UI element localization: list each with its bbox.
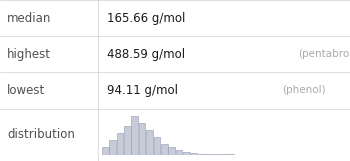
Bar	[146, 130, 153, 155]
Text: distribution: distribution	[7, 128, 75, 141]
Bar	[117, 133, 123, 155]
Bar	[154, 137, 160, 155]
Bar	[139, 123, 146, 155]
Text: 488.59 g/mol: 488.59 g/mol	[107, 48, 185, 61]
Bar	[190, 153, 197, 155]
Bar	[213, 154, 219, 155]
Text: (pentabromophenol): (pentabromophenol)	[298, 49, 350, 59]
Text: 165.66 g/mol: 165.66 g/mol	[107, 12, 185, 25]
Text: highest: highest	[7, 48, 51, 61]
Bar	[168, 147, 175, 155]
Bar	[205, 154, 212, 155]
Bar	[183, 152, 190, 155]
Bar	[198, 154, 204, 155]
Bar	[220, 154, 227, 155]
Text: lowest: lowest	[7, 84, 45, 97]
Text: 94.11 g/mol: 94.11 g/mol	[107, 84, 178, 97]
Bar	[102, 147, 108, 155]
Bar	[228, 154, 234, 155]
Bar	[161, 144, 168, 155]
Bar	[124, 126, 131, 155]
Bar	[176, 150, 182, 155]
Bar	[132, 116, 138, 155]
Text: (phenol): (phenol)	[282, 85, 326, 95]
Bar	[109, 140, 116, 155]
Text: median: median	[7, 12, 51, 25]
